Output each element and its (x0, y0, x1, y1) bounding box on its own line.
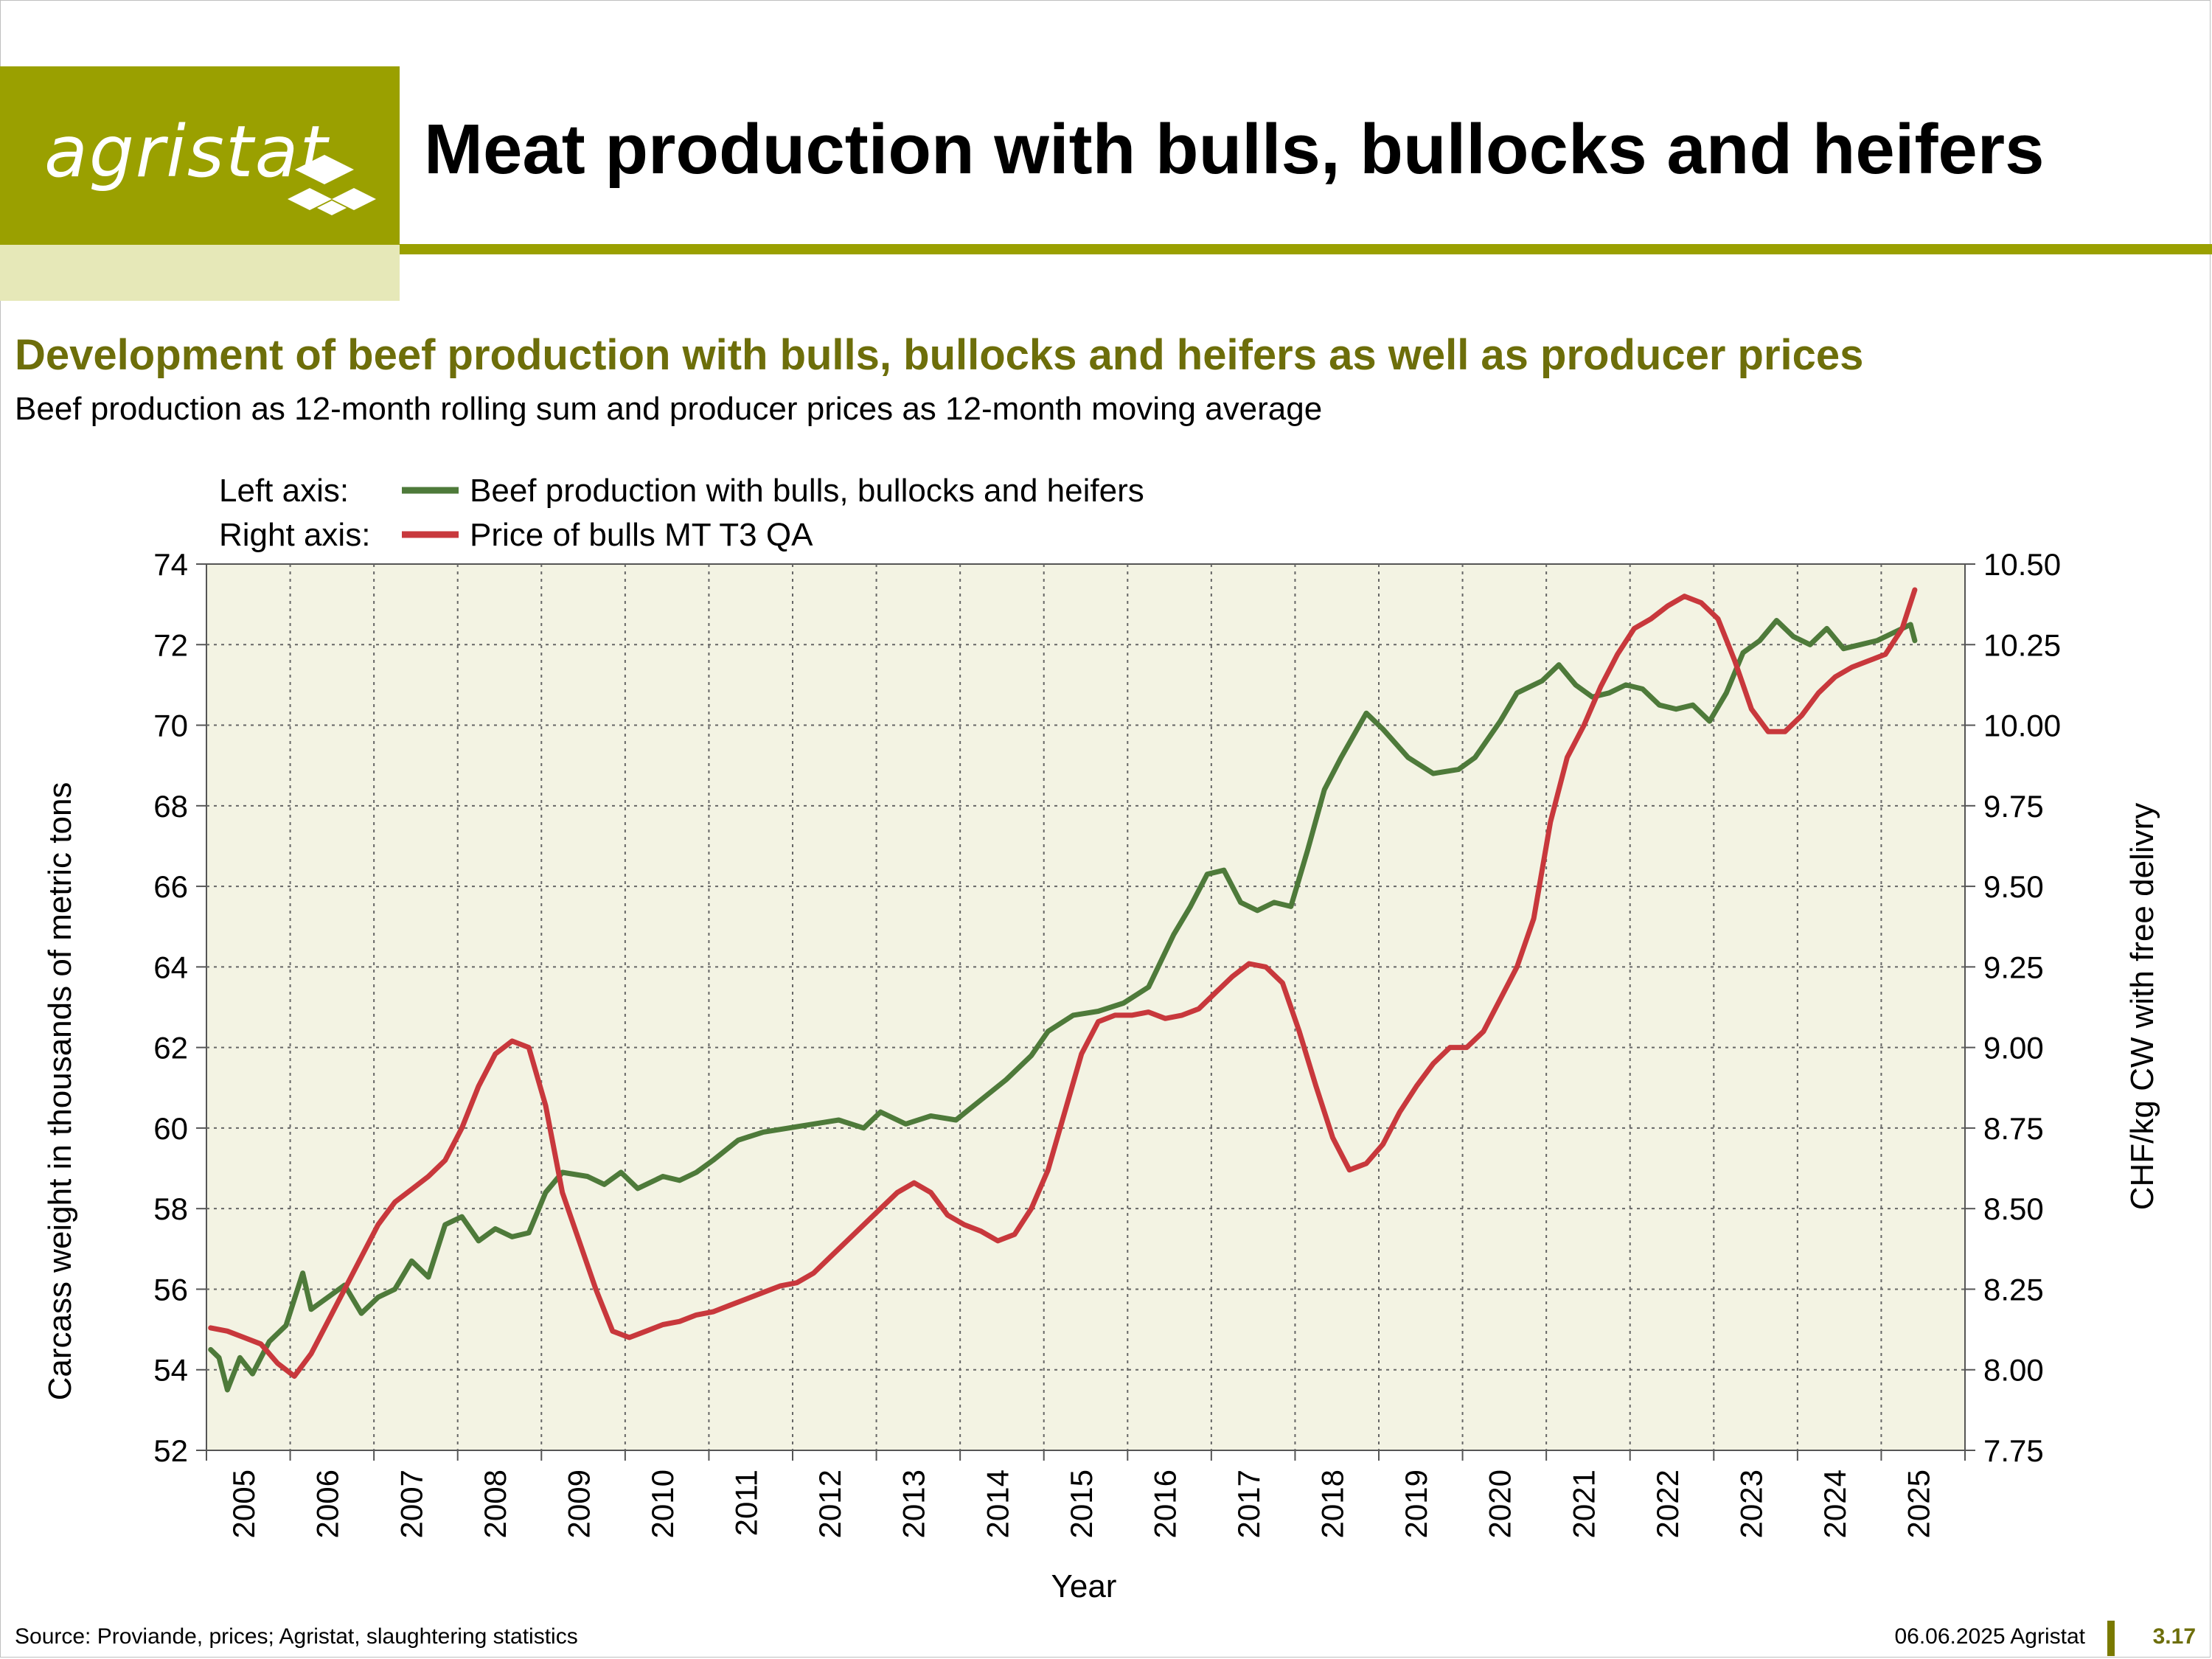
chart-subtitle: Development of beef production with bull… (15, 331, 1864, 379)
x-tick-label: 2009 (561, 1470, 596, 1538)
legend-production-name: Beef production with bulls, bullocks and… (470, 473, 1144, 509)
y-tick-label: 64 (153, 950, 188, 984)
x-tick-label: 2010 (645, 1470, 680, 1538)
x-tick-label: 2023 (1733, 1470, 1768, 1538)
y-tick-label: 58 (153, 1192, 188, 1226)
y2-tick-label: 8.25 (1983, 1272, 2044, 1307)
x-tick-label: 2017 (1231, 1470, 1266, 1538)
y2-tick-label: 8.50 (1983, 1192, 2044, 1226)
y2-tick-label: 8.00 (1983, 1353, 2044, 1388)
dual-axis-line-chart: 52 54 56 58 60 62 64 66 68 70 72 74 7.75 8.00 8.25 8.5… (42, 473, 2160, 1604)
y2-tick-label: 9.25 (1983, 950, 2044, 984)
y2-tick-label: 9.50 (1983, 869, 2044, 904)
x-tick-label: 2020 (1483, 1470, 1517, 1538)
logo-diamonds-icon (288, 155, 376, 215)
y2-tick-label: 10.50 (1983, 547, 2061, 582)
y2-tick-label: 10.00 (1983, 709, 2061, 743)
y2-tick-label: 9.00 (1983, 1031, 2044, 1065)
footer-divider (2107, 1621, 2115, 1656)
legend-right-label: Right axis: (219, 517, 370, 553)
x-axis-label: Year (1051, 1568, 1117, 1604)
y2-tick-label: 8.75 (1983, 1111, 2044, 1146)
y2-tick-label: 7.75 (1983, 1433, 2044, 1468)
series-line-price (208, 587, 1918, 1379)
x-tick-label: 2021 (1566, 1470, 1601, 1538)
series-line-production (208, 618, 1918, 1393)
y-tick-label: 52 (153, 1433, 188, 1468)
logo-text: agristat (44, 111, 330, 193)
page-number: 3.17 (2152, 1624, 2196, 1649)
x-tick-label: 2012 (813, 1470, 847, 1538)
y-tick-label: 74 (153, 547, 188, 582)
footer-source: Source: Proviande, prices; Agristat, sla… (15, 1624, 578, 1649)
x-tick-label: 2011 (729, 1470, 764, 1536)
y-tick-label: 72 (153, 627, 188, 662)
y2-axis-label: CHF/kg CW with free delivry (2124, 803, 2160, 1211)
x-tick-label: 2007 (394, 1470, 428, 1538)
y-tick-label: 56 (153, 1272, 188, 1307)
title-rule (400, 244, 2212, 254)
x-tick-label: 2013 (897, 1470, 931, 1538)
y-axis-label: Carcass weight in thousands of metric to… (42, 782, 78, 1401)
x-tick-label: 2024 (1818, 1470, 1852, 1538)
x-tick-label: 2015 (1064, 1470, 1099, 1538)
x-tick-label: 2022 (1650, 1470, 1685, 1538)
legend-price-name: Price of bulls MT T3 QA (470, 517, 813, 553)
chart-description: Beef production as 12-month rolling sum … (15, 391, 1323, 427)
x-tick-label: 2005 (226, 1470, 261, 1538)
x-tick-label: 2006 (310, 1470, 345, 1538)
y2-tick-label: 10.25 (1983, 627, 2061, 662)
y2-tick-label: 9.75 (1983, 789, 2044, 824)
y-tick-label: 60 (153, 1111, 188, 1146)
x-tick-label: 2008 (478, 1470, 512, 1538)
y-tick-label: 54 (153, 1353, 188, 1388)
x-tick-label: 2014 (980, 1470, 1015, 1538)
y-tick-label: 68 (153, 789, 188, 824)
y-tick-label: 62 (153, 1031, 188, 1065)
x-tick-label: 2019 (1399, 1470, 1433, 1538)
footer-date: 06.06.2025 Agristat (1894, 1624, 2085, 1649)
x-tick-label: 2018 (1315, 1470, 1350, 1538)
plot-area (206, 563, 1966, 1451)
x-tick-label: 2025 (1902, 1470, 1936, 1538)
agristat-logo (0, 66, 400, 245)
y-tick-label: 70 (153, 709, 188, 743)
legend-left-label: Left axis: (219, 473, 349, 509)
y-tick-label: 66 (153, 869, 188, 904)
x-tick-label: 2016 (1147, 1470, 1182, 1538)
logo-strip (0, 245, 400, 301)
page-title: Meat production with bulls, bullocks and… (424, 110, 2045, 189)
